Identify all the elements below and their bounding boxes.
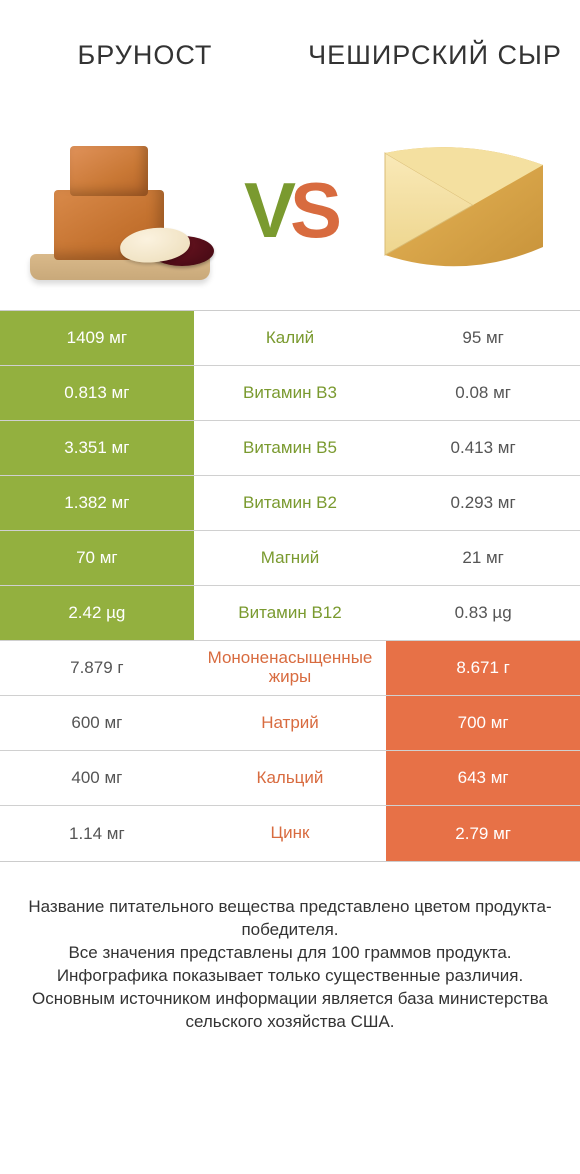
left-value: 600 мг <box>0 696 194 750</box>
nutrient-label: Магний <box>194 531 387 585</box>
right-value: 2.79 мг <box>386 806 580 861</box>
left-product-title: БРУНОСТ <box>0 40 290 71</box>
table-row: 1.382 мгВитамин B20.293 мг <box>0 476 580 531</box>
nutrient-label: Цинк <box>194 806 387 861</box>
nutrient-label: Кальций <box>194 751 387 805</box>
nutrient-label: Витамин B3 <box>194 366 387 420</box>
right-value: 0.413 мг <box>386 421 580 475</box>
table-row: 70 мгМагний21 мг <box>0 531 580 586</box>
footer-line: Все значения представлены для 100 граммо… <box>24 942 556 965</box>
vs-v: V <box>244 166 290 254</box>
left-value: 7.879 г <box>0 641 194 695</box>
left-value: 1409 мг <box>0 311 194 365</box>
nutrient-label: Натрий <box>194 696 387 750</box>
footer-line: Инфографика показывает только существенн… <box>24 965 556 988</box>
table-row: 1409 мгКалий95 мг <box>0 311 580 366</box>
right-value: 0.83 µg <box>386 586 580 640</box>
left-value: 3.351 мг <box>0 421 194 475</box>
footer-line: Название питательного вещества представл… <box>24 896 556 942</box>
vs-s: S <box>290 166 336 254</box>
left-value: 1.14 мг <box>0 806 194 861</box>
right-value: 95 мг <box>386 311 580 365</box>
table-row: 0.813 мгВитамин B30.08 мг <box>0 366 580 421</box>
left-value: 1.382 мг <box>0 476 194 530</box>
left-value: 400 мг <box>0 751 194 805</box>
right-value: 8.671 г <box>386 641 580 695</box>
right-value: 0.293 мг <box>386 476 580 530</box>
table-row: 600 мгНатрий700 мг <box>0 696 580 751</box>
nutrient-label: Мононенасыщенные жиры <box>194 641 387 695</box>
right-product-title: ЧЕШИРСКИЙ СЫР <box>290 40 580 71</box>
table-row: 1.14 мгЦинк2.79 мг <box>0 806 580 861</box>
left-value: 70 мг <box>0 531 194 585</box>
nutrient-label: Витамин B5 <box>194 421 387 475</box>
left-value: 0.813 мг <box>0 366 194 420</box>
vs-label: VS <box>244 165 336 256</box>
table-row: 400 мгКальций643 мг <box>0 751 580 806</box>
table-row: 3.351 мгВитамин B50.413 мг <box>0 421 580 476</box>
comparison-table: 1409 мгКалий95 мг0.813 мгВитамин B30.08 … <box>0 310 580 862</box>
brunost-illustration <box>20 130 220 290</box>
right-value: 643 мг <box>386 751 580 805</box>
hero-row: VS <box>0 110 580 310</box>
right-value: 21 мг <box>386 531 580 585</box>
table-row: 7.879 гМононенасыщенные жиры8.671 г <box>0 641 580 696</box>
header: БРУНОСТ ЧЕШИРСКИЙ СЫР <box>0 0 580 110</box>
footer-notes: Название питательного вещества представл… <box>0 862 580 1034</box>
left-product-image <box>20 125 220 295</box>
nutrient-label: Витамин B12 <box>194 586 387 640</box>
right-value: 0.08 мг <box>386 366 580 420</box>
right-product-image <box>360 125 560 295</box>
right-value: 700 мг <box>386 696 580 750</box>
nutrient-label: Калий <box>194 311 387 365</box>
left-value: 2.42 µg <box>0 586 194 640</box>
footer-line: Основным источником информации является … <box>24 988 556 1034</box>
table-row: 2.42 µgВитамин B120.83 µg <box>0 586 580 641</box>
cheshire-illustration <box>365 135 555 285</box>
nutrient-label: Витамин B2 <box>194 476 387 530</box>
